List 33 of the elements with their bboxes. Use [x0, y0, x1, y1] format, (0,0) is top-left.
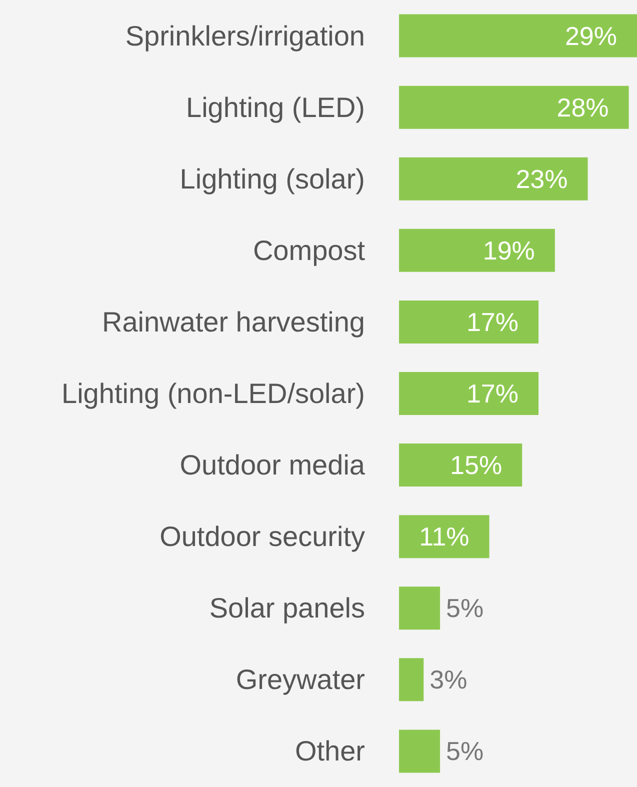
y-tick-label: Rainwater harvesting: [102, 306, 365, 338]
bar: [399, 86, 629, 129]
data-label: 3%: [430, 664, 468, 695]
bar: [399, 586, 440, 630]
bar: [399, 157, 588, 200]
y-tick-label: Lighting (non-LED/solar): [62, 378, 365, 409]
bar: [399, 14, 637, 58]
y-tick-label: Compost: [252, 234, 366, 266]
bar: [399, 444, 522, 487]
bar: [399, 372, 539, 415]
data-label: 11%: [419, 522, 470, 552]
data-label: 29%: [564, 20, 617, 51]
data-label: 15%: [450, 450, 502, 480]
bar: [399, 515, 490, 558]
bar: [399, 658, 424, 702]
y-tick-label: Other: [294, 736, 365, 767]
y-tick-label: Outdoor security: [160, 521, 365, 552]
y-tick-label: Outdoor media: [180, 450, 366, 481]
data-label: 28%: [556, 92, 609, 122]
y-tick-label: Lighting (LED): [186, 92, 365, 123]
y-tick-label: Lighting (solar): [180, 163, 365, 194]
data-label: 23%: [516, 164, 568, 194]
data-label: 19%: [482, 235, 535, 266]
data-label: 5%: [446, 736, 484, 766]
bar: [399, 730, 440, 773]
y-tick-label: Greywater: [236, 664, 365, 696]
data-label: 17%: [466, 378, 519, 408]
y-tick-label: Solar panels: [209, 592, 365, 624]
bar: [399, 300, 539, 344]
data-label: 17%: [466, 306, 519, 337]
y-tick-label: Sprinklers/irrigation: [125, 20, 365, 52]
bar: [399, 228, 555, 272]
data-label: 5%: [446, 593, 484, 624]
